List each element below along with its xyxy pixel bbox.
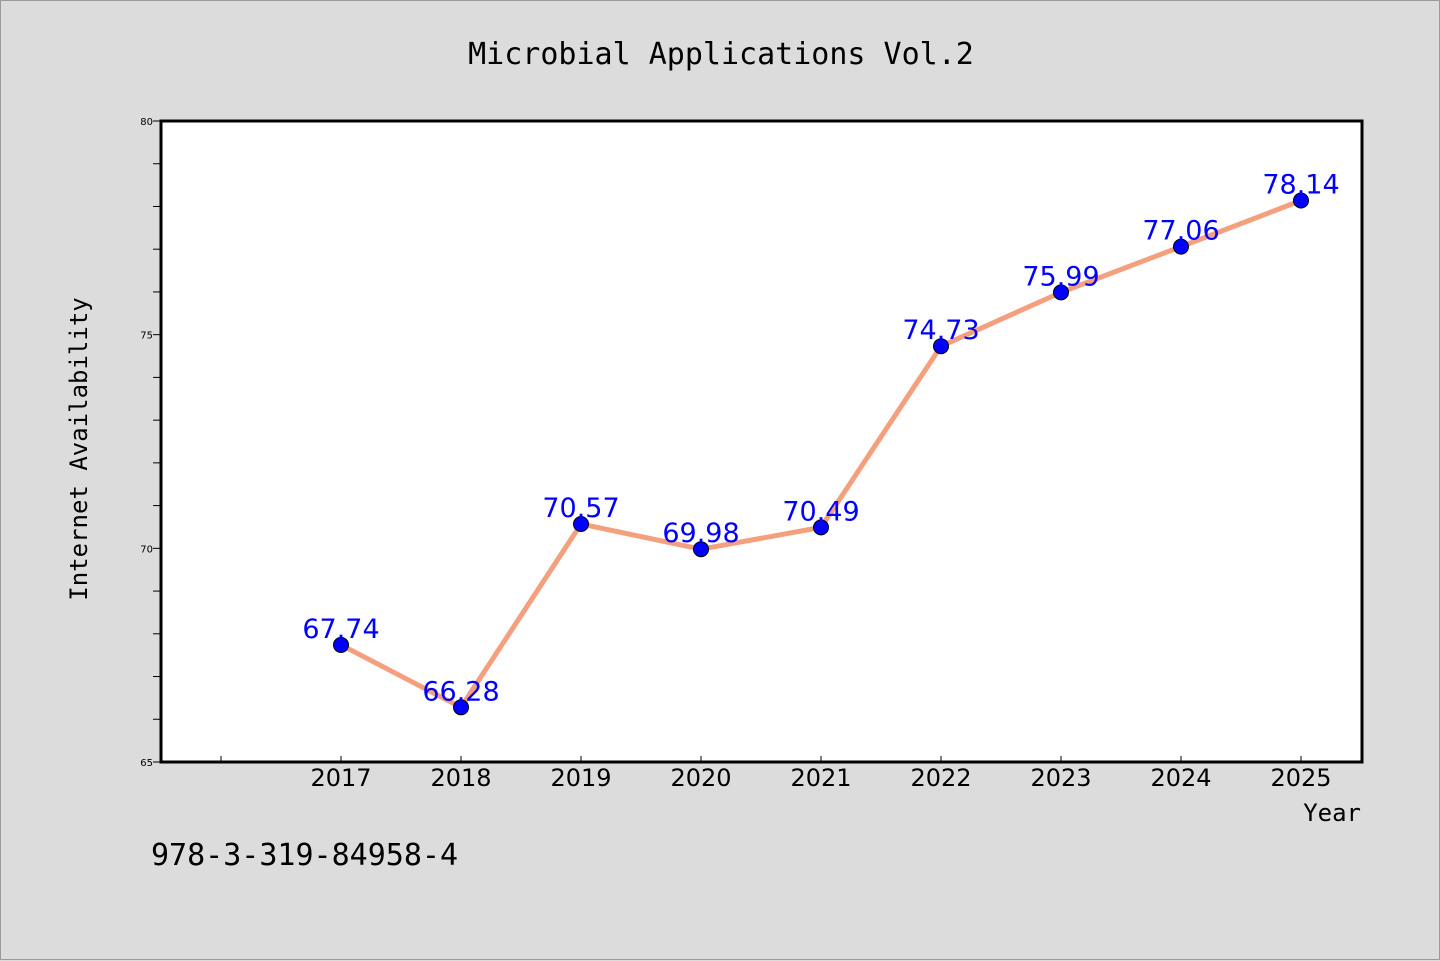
data-label: 70.49 bbox=[782, 496, 859, 527]
data-label: 67.74 bbox=[302, 614, 379, 645]
y-axis-label: Internet Availability bbox=[65, 297, 93, 600]
data-point bbox=[453, 699, 469, 716]
data-point bbox=[1293, 192, 1309, 209]
data-point bbox=[573, 515, 589, 532]
x-axis: 2017 2018 2019 2020 2021 2022 2023 2024 2025 bbox=[220, 756, 1332, 792]
x-axis-label: Year bbox=[1303, 799, 1361, 827]
x-tick-label: 2025 bbox=[1270, 764, 1331, 792]
isbn-footer: 978-3-319-84958-4 bbox=[151, 838, 458, 873]
y-tick-label: 70 bbox=[140, 544, 153, 555]
data-label: 69.98 bbox=[662, 518, 739, 549]
x-tick-label: 2020 bbox=[670, 764, 731, 792]
x-tick-label: 2024 bbox=[1150, 764, 1211, 792]
x-tick-label: 2021 bbox=[790, 764, 851, 792]
data-label: 66.28 bbox=[422, 676, 499, 707]
x-tick-label: 2022 bbox=[910, 764, 971, 792]
data-label: 75.99 bbox=[1022, 261, 1099, 292]
data-point bbox=[813, 519, 829, 536]
data-point bbox=[333, 636, 349, 653]
y-tick-label: 80 bbox=[140, 117, 153, 128]
x-tick-label: 2018 bbox=[430, 764, 491, 792]
series-line-group: 67.74 66.28 70.57 69.98 70.49 74.73 75.99 77.06… bbox=[302, 169, 1340, 716]
y-axis: 65 70 75 80 bbox=[140, 117, 160, 769]
x-tick-label: 2023 bbox=[1030, 764, 1091, 792]
data-point bbox=[1053, 284, 1069, 301]
y-tick-label: 65 bbox=[140, 758, 153, 769]
y-tick-label: 75 bbox=[140, 331, 153, 342]
x-tick-label: 2019 bbox=[550, 764, 611, 792]
x-tick-label: 2017 bbox=[310, 764, 371, 792]
data-point bbox=[933, 338, 949, 355]
data-point bbox=[1173, 238, 1189, 255]
data-point bbox=[693, 541, 709, 558]
data-label: 70.57 bbox=[542, 493, 619, 524]
data-label: 74.73 bbox=[902, 315, 979, 346]
data-label: 78.14 bbox=[1262, 169, 1339, 200]
chart-title: Microbial Applications Vol.2 bbox=[468, 37, 974, 72]
data-label: 77.06 bbox=[1142, 216, 1219, 247]
